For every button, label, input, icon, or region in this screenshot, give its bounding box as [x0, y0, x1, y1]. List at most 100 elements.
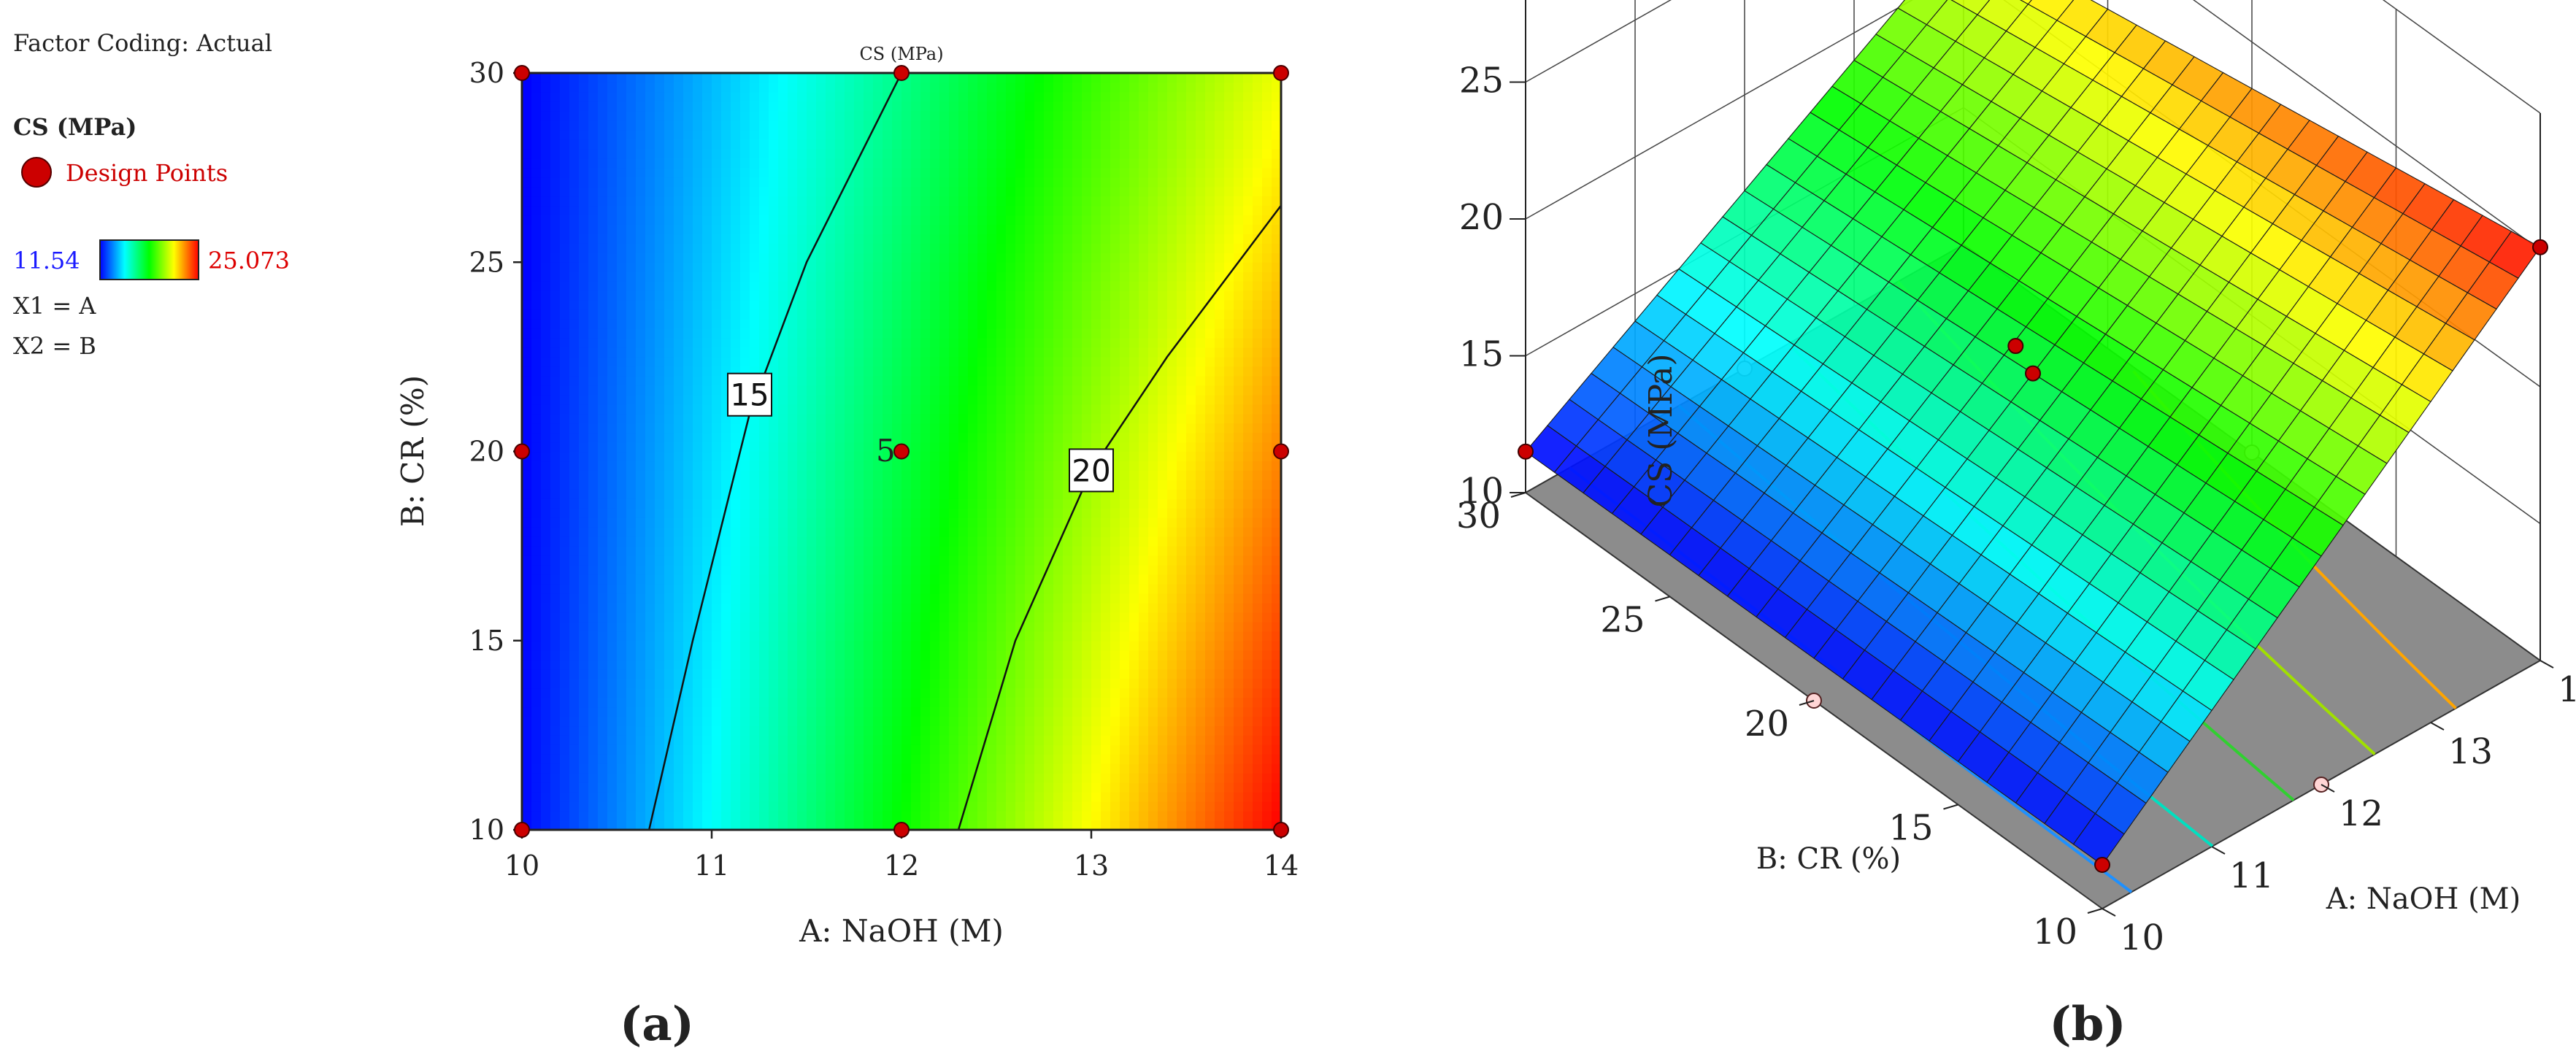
- heatmap-cell: [1034, 744, 1045, 755]
- heatmap-cell: [1015, 716, 1026, 727]
- heatmap-cell: [712, 82, 722, 93]
- heatmap-cell: [550, 404, 561, 415]
- heatmap-cell: [531, 527, 542, 537]
- heatmap-cell: [892, 366, 902, 377]
- heatmap-cell: [740, 602, 750, 613]
- heatmap-cell: [816, 300, 826, 310]
- heatmap-cell: [1082, 224, 1092, 234]
- heatmap-cell: [1015, 224, 1026, 234]
- heatmap-cell: [1072, 527, 1083, 537]
- heatmap-cell: [911, 281, 921, 291]
- heatmap-cell: [731, 224, 741, 234]
- heatmap-cell: [807, 498, 817, 509]
- heatmap-cell: [579, 375, 589, 386]
- heatmap-cell: [579, 583, 589, 594]
- heatmap-cell: [721, 423, 731, 434]
- heatmap-cell: [1053, 423, 1064, 434]
- heatmap-cell: [930, 262, 940, 272]
- heatmap-cell: [901, 177, 912, 188]
- heatmap-cell: [845, 735, 855, 745]
- heatmap-cell: [1091, 91, 1101, 102]
- heatmap-cell: [807, 602, 817, 613]
- response-title: CS (MPa): [13, 113, 137, 141]
- heatmap-cell: [1063, 498, 1073, 509]
- heatmap-cell: [1101, 186, 1111, 197]
- heatmap-cell: [911, 716, 921, 727]
- heatmap-cell: [1063, 669, 1073, 679]
- heatmap-cell: [712, 659, 722, 670]
- heatmap-cell: [750, 423, 760, 434]
- heatmap-cell: [655, 177, 665, 188]
- heatmap-cell: [788, 167, 798, 178]
- heatmap-cell: [693, 498, 703, 509]
- heatmap-cell: [550, 432, 561, 443]
- heatmap-cell: [1091, 413, 1101, 424]
- heatmap-cell: [560, 215, 570, 225]
- heatmap-cell: [949, 196, 959, 207]
- heatmap-cell: [541, 253, 551, 263]
- heatmap-cell: [569, 413, 580, 424]
- heatmap-cell: [807, 347, 817, 358]
- heatmap-cell: [769, 811, 779, 821]
- heatmap-cell: [1091, 148, 1101, 159]
- heatmap-cell: [531, 186, 542, 197]
- heatmap-cell: [550, 602, 561, 613]
- heatmap-cell: [1072, 101, 1083, 112]
- heatmap-cell: [968, 290, 978, 301]
- heatmap-cell: [807, 546, 817, 556]
- heatmap-cell: [1072, 404, 1083, 415]
- heatmap-cell: [588, 574, 599, 585]
- heatmap-cell: [607, 527, 618, 537]
- heatmap-cell: [1091, 224, 1101, 234]
- heatmap-cell: [550, 801, 561, 812]
- heatmap-cell: [626, 432, 637, 443]
- heatmap-cell: [664, 319, 674, 329]
- heatmap-cell: [949, 423, 959, 434]
- heatmap-cell: [712, 91, 722, 102]
- heatmap-cell: [864, 272, 874, 282]
- heatmap-cell: [1072, 177, 1083, 188]
- heatmap-cell: [797, 555, 807, 566]
- heatmap-cell: [1015, 451, 1026, 462]
- heatmap-cell: [702, 517, 712, 528]
- heatmap-cell: [712, 716, 722, 727]
- heatmap-cell: [797, 773, 807, 783]
- heatmap-cell: [1034, 196, 1045, 207]
- heatmap-cell: [579, 347, 589, 358]
- heatmap-cell: [1025, 404, 1035, 415]
- heatmap-cell: [674, 290, 684, 301]
- heatmap-cell: [645, 110, 655, 121]
- heatmap-cell: [901, 347, 912, 358]
- heatmap-cell: [778, 489, 788, 499]
- heatmap-cell: [1034, 347, 1045, 358]
- heatmap-cell: [911, 583, 921, 594]
- heatmap-cell: [883, 73, 893, 83]
- heatmap-cell: [977, 413, 988, 424]
- heatmap-cell: [569, 688, 580, 698]
- heatmap-cell: [645, 432, 655, 443]
- heatmap-cell: [626, 309, 637, 320]
- heatmap-cell: [987, 442, 997, 453]
- heatmap-cell: [655, 394, 665, 405]
- heatmap-cell: [854, 186, 864, 197]
- heatmap-cell: [531, 508, 542, 518]
- heatmap-cell: [807, 527, 817, 537]
- heatmap-cell: [958, 196, 969, 207]
- heatmap-cell: [645, 394, 655, 405]
- heatmap-cell: [901, 754, 912, 764]
- heatmap-cell: [873, 574, 883, 585]
- heatmap-cell: [655, 583, 665, 594]
- heatmap-cell: [816, 470, 826, 480]
- heatmap-cell: [807, 224, 817, 234]
- heatmap-cell: [977, 186, 988, 197]
- heatmap-cell: [702, 129, 712, 140]
- heatmap-cell: [1025, 735, 1035, 745]
- heatmap-cell: [996, 309, 1007, 320]
- heatmap-cell: [1053, 139, 1064, 150]
- heatmap-cell: [579, 451, 589, 462]
- heatmap-cell: [1025, 621, 1035, 632]
- heatmap-cell: [731, 101, 741, 112]
- heatmap-cell: [996, 319, 1007, 329]
- heatmap-cell: [522, 404, 532, 415]
- heatmap-cell: [693, 82, 703, 93]
